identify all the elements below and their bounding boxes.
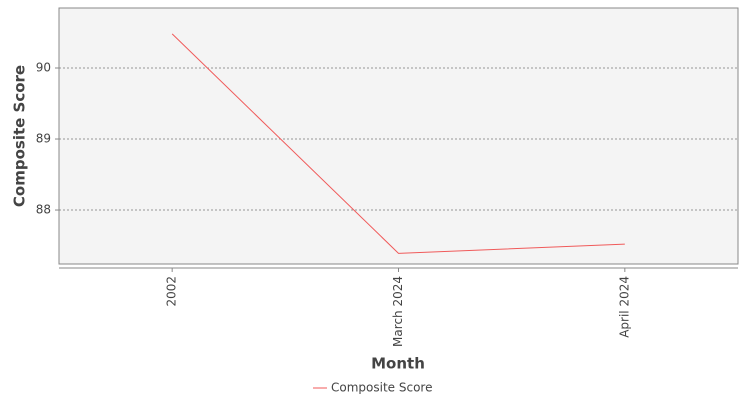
- y-axis-title: Composite Score: [11, 65, 29, 207]
- x-axis-title: Month: [371, 355, 425, 373]
- plot-area: [58, 7, 739, 265]
- x-tick-label: 2002: [165, 276, 179, 307]
- series-line: [171, 33, 625, 254]
- x-tick-label: April 2024: [617, 276, 631, 338]
- y-tick-label: 88: [36, 203, 51, 217]
- y-tick-label: 90: [36, 61, 51, 75]
- legend-label: Composite Score: [331, 381, 432, 395]
- y-tick-label: 89: [36, 132, 51, 146]
- x-tick-label: March 2024: [391, 276, 405, 347]
